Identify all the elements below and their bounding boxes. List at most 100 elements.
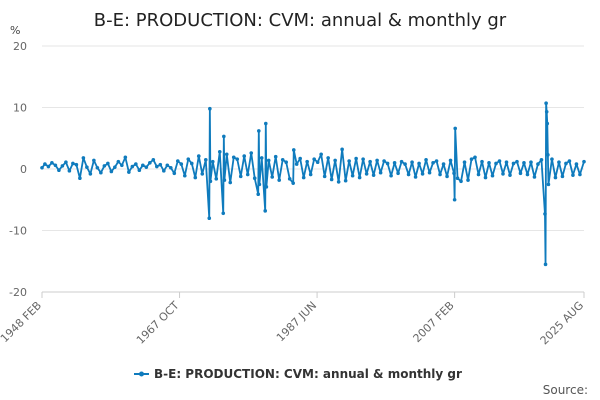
data-point — [567, 159, 572, 163]
data-point — [207, 216, 212, 220]
data-point — [406, 172, 411, 177]
source-label: Source: — [543, 383, 588, 397]
data-point — [196, 154, 201, 158]
data-point — [175, 159, 180, 163]
data-point — [252, 176, 257, 181]
data-point — [557, 160, 561, 165]
legend-marker-swatch — [139, 371, 144, 377]
data-point — [441, 162, 446, 166]
data-point — [301, 175, 306, 180]
data-point — [508, 173, 512, 177]
data-point — [371, 173, 376, 177]
data-point — [574, 162, 579, 166]
data-point — [203, 157, 208, 162]
data-point — [67, 169, 72, 173]
data-point — [462, 160, 467, 165]
data-point — [522, 161, 526, 165]
data-point — [208, 106, 212, 111]
data-point — [263, 121, 268, 126]
data-point — [578, 172, 582, 177]
data-point — [459, 179, 463, 184]
data-point — [483, 175, 488, 180]
data-point — [235, 157, 240, 161]
data-point — [550, 157, 554, 161]
data-point — [40, 165, 44, 170]
data-point — [315, 160, 320, 165]
data-point — [350, 173, 355, 178]
data-point — [291, 181, 295, 185]
data-point — [308, 172, 313, 177]
data-point — [487, 161, 491, 165]
axes — [41, 291, 585, 298]
data-point — [294, 162, 299, 166]
data-point — [127, 170, 131, 174]
data-point — [257, 182, 262, 187]
data-point — [392, 161, 397, 165]
data-point — [95, 165, 100, 170]
data-point — [134, 162, 138, 166]
data-point — [221, 211, 226, 216]
x-tick-label: 1967 OCT — [134, 299, 182, 347]
data-point — [144, 165, 149, 169]
data-point — [277, 178, 282, 182]
data-point — [298, 156, 302, 161]
data-point — [494, 161, 498, 166]
x-tick-label: 2025 AUG — [538, 299, 587, 348]
data-point — [545, 121, 550, 126]
data-point — [382, 159, 386, 163]
data-point — [257, 129, 261, 133]
data-point — [582, 159, 586, 164]
data-point — [120, 163, 124, 168]
data-point — [389, 173, 393, 178]
data-point — [224, 152, 229, 157]
data-point — [364, 172, 369, 176]
data-point — [266, 158, 271, 163]
data-point — [141, 163, 145, 168]
data-point — [60, 164, 65, 168]
data-point — [357, 175, 362, 180]
data-point — [375, 158, 379, 163]
data-point — [518, 171, 523, 176]
data-point — [109, 169, 114, 174]
y-tick-label: 10 — [13, 102, 27, 115]
data-point — [151, 157, 156, 162]
data-point — [264, 185, 269, 189]
x-tick-label: 1987 JUN — [274, 299, 319, 344]
data-point — [455, 176, 460, 181]
data-point — [564, 161, 568, 166]
data-point — [543, 262, 548, 267]
data-point — [403, 162, 407, 166]
data-point — [515, 159, 519, 164]
data-point — [263, 209, 268, 213]
data-point — [242, 154, 247, 158]
data-point — [81, 156, 86, 160]
data-point — [193, 175, 198, 180]
data-point — [182, 173, 187, 178]
data-point — [438, 172, 442, 177]
data-point — [78, 176, 82, 181]
legend: B-E: PRODUCTION: CVM: annual & monthly g… — [134, 367, 462, 381]
data-point — [469, 157, 474, 161]
data-point — [553, 175, 558, 180]
data-point — [427, 170, 432, 175]
data-point — [546, 182, 551, 187]
data-point — [532, 175, 537, 179]
data-point — [231, 155, 236, 160]
data-point — [172, 171, 177, 176]
y-tick-label: 20 — [13, 40, 27, 53]
data-point — [88, 172, 93, 176]
data-point — [480, 159, 484, 164]
data-point — [46, 164, 51, 169]
data-point — [57, 168, 61, 173]
data-point — [186, 157, 191, 161]
y-tick-label: -20 — [9, 286, 27, 299]
data-point — [434, 159, 439, 163]
data-point — [228, 180, 233, 185]
data-point — [273, 154, 278, 159]
data-point — [106, 161, 110, 166]
data-point — [333, 158, 337, 163]
data-point — [497, 159, 502, 163]
data-point — [256, 192, 261, 197]
